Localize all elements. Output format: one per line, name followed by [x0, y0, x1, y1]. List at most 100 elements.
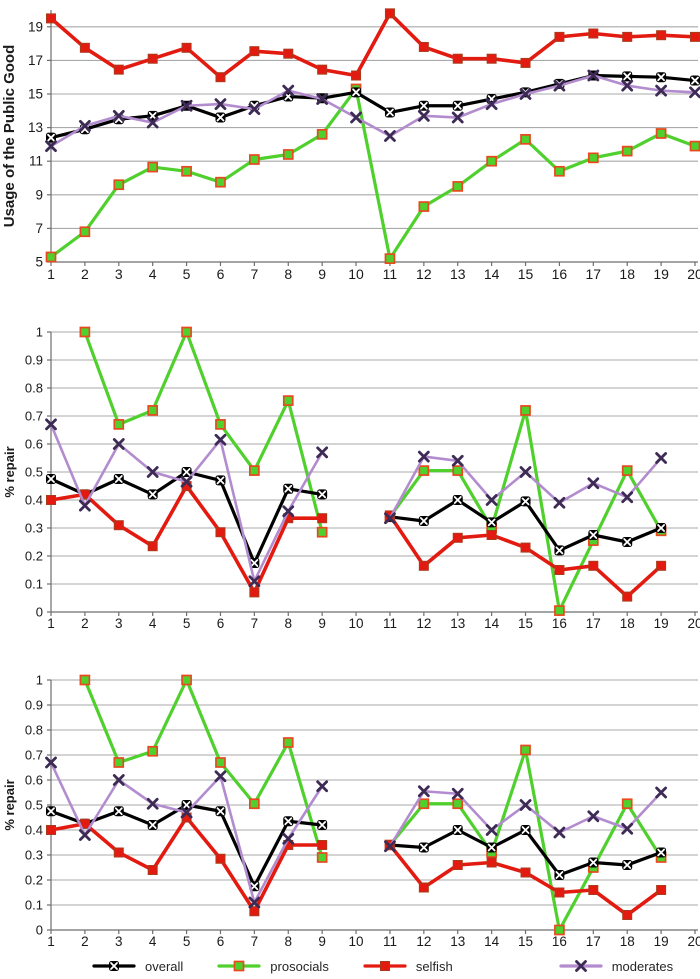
overall-marker-icon [92, 961, 136, 971]
svg-text:0.6: 0.6 [25, 437, 43, 452]
svg-text:18: 18 [620, 616, 635, 631]
svg-text:% repair: % repair [2, 779, 17, 830]
svg-text:7: 7 [251, 616, 259, 631]
svg-text:13: 13 [450, 266, 466, 282]
svg-text:1: 1 [36, 673, 43, 688]
svg-text:0.5: 0.5 [25, 465, 43, 480]
svg-text:15: 15 [28, 87, 43, 102]
svg-text:0.8: 0.8 [25, 381, 43, 396]
svg-text:17: 17 [586, 934, 601, 949]
svg-text:16: 16 [552, 616, 567, 631]
svg-text:18: 18 [620, 934, 635, 949]
svg-text:5: 5 [183, 934, 191, 949]
svg-text:20: 20 [687, 616, 700, 631]
svg-text:0.2: 0.2 [25, 549, 43, 564]
svg-text:6: 6 [217, 266, 225, 282]
legend-label-selfish: selfish [415, 958, 453, 974]
svg-text:8: 8 [285, 934, 293, 949]
svg-text:0.3: 0.3 [25, 521, 43, 536]
svg-text:12: 12 [416, 934, 431, 949]
svg-text:0.2: 0.2 [25, 873, 43, 888]
svg-text:0.9: 0.9 [25, 698, 43, 713]
svg-text:14: 14 [484, 266, 500, 282]
svg-text:3: 3 [115, 616, 123, 631]
legend-item-moderates: moderates [559, 958, 673, 974]
svg-text:11: 11 [29, 154, 43, 169]
svg-text:9: 9 [318, 616, 326, 631]
svg-text:9: 9 [35, 187, 43, 202]
svg-text:0.4: 0.4 [25, 823, 43, 838]
svg-text:0.6: 0.6 [25, 773, 43, 788]
svg-text:0: 0 [36, 923, 43, 938]
svg-text:20: 20 [687, 934, 700, 949]
svg-text:2: 2 [81, 934, 89, 949]
svg-text:9: 9 [318, 934, 326, 949]
svg-text:1: 1 [47, 616, 55, 631]
repair-chart-2: 0 0.1 0.2 0.3 0.4 0.5 0.6 0.7 0.8 0.9 1 1 2 3 4 5 6 7 8 9 10… [0, 635, 700, 953]
svg-text:0.9: 0.9 [25, 353, 43, 368]
svg-text:0: 0 [36, 605, 43, 620]
svg-text:Usage of the Public Good: Usage of the Public Good [1, 45, 18, 228]
svg-text:11: 11 [383, 616, 397, 631]
svg-text:19: 19 [653, 266, 669, 282]
svg-text:8: 8 [284, 266, 292, 282]
svg-text:18: 18 [619, 266, 635, 282]
svg-text:4: 4 [149, 934, 157, 949]
svg-text:4: 4 [149, 266, 157, 282]
svg-text:19: 19 [28, 19, 43, 34]
usage-chart: 5 7 9 11 13 15 17 19 1 2 3 4 5 6 7 8 9 10 11 12 13 14 15 16 17 18… [0, 0, 700, 305]
svg-text:20: 20 [687, 266, 700, 282]
svg-text:17: 17 [586, 616, 601, 631]
legend: overall prosocials selfish moderates [0, 953, 700, 979]
svg-text:0.1: 0.1 [25, 898, 43, 913]
repair-chart-1-svg: 00.10.20.30.40.50.60.70.80.911 2 3 4 5 6 7 8 9 10… [2, 325, 700, 632]
svg-text:9: 9 [318, 266, 326, 282]
svg-text:1: 1 [47, 266, 55, 282]
legend-label-moderates: moderates [611, 958, 674, 974]
repair-chart-2-svg: 00.10.20.30.40.50.60.70.80.911 2 3 4 5 6 7 8 9 10… [2, 673, 700, 950]
svg-text:14: 14 [484, 616, 500, 631]
svg-text:0.7: 0.7 [25, 409, 43, 424]
repair-chart-1: 0 0.1 0.2 0.3 0.4 0.5 0.6 0.7 0.8 0.9 1 1 2 3 4 5 6 7 8 9 10… [0, 305, 700, 635]
svg-text:7: 7 [250, 266, 258, 282]
svg-text:1: 1 [36, 325, 43, 340]
svg-text:12: 12 [416, 266, 432, 282]
svg-text:7: 7 [35, 221, 43, 236]
svg-text:2: 2 [81, 266, 89, 282]
svg-text:5: 5 [35, 255, 43, 270]
svg-text:5: 5 [183, 616, 191, 631]
legend-item-overall: overall [92, 958, 183, 974]
svg-text:12: 12 [416, 616, 431, 631]
svg-text:7: 7 [251, 934, 259, 949]
svg-text:% repair: % repair [2, 446, 17, 497]
selfish-marker-icon [363, 961, 407, 971]
svg-text:2: 2 [81, 616, 89, 631]
svg-text:0.5: 0.5 [25, 798, 43, 813]
svg-text:3: 3 [115, 934, 123, 949]
svg-text:10: 10 [349, 616, 364, 631]
svg-text:16: 16 [552, 266, 568, 282]
legend-label-prosocials: prosocials [270, 958, 329, 974]
svg-text:6: 6 [217, 934, 225, 949]
svg-text:15: 15 [518, 934, 533, 949]
svg-text:16: 16 [552, 934, 567, 949]
prosocials-marker-icon [217, 960, 261, 972]
svg-text:17: 17 [28, 53, 43, 68]
svg-text:0.7: 0.7 [25, 748, 43, 763]
svg-text:6: 6 [217, 616, 225, 631]
svg-text:0.8: 0.8 [25, 723, 43, 738]
svg-text:4: 4 [149, 616, 157, 631]
svg-text:5: 5 [183, 266, 191, 282]
svg-text:0.4: 0.4 [25, 493, 43, 508]
svg-text:0.1: 0.1 [25, 577, 43, 592]
svg-text:0.3: 0.3 [25, 848, 43, 863]
legend-item-selfish: selfish [363, 958, 453, 974]
svg-text:14: 14 [484, 934, 500, 949]
svg-text:15: 15 [518, 616, 533, 631]
svg-text:15: 15 [518, 266, 534, 282]
svg-text:13: 13 [450, 616, 465, 631]
svg-text:17: 17 [586, 266, 602, 282]
svg-text:13: 13 [450, 934, 465, 949]
svg-text:11: 11 [383, 934, 397, 949]
